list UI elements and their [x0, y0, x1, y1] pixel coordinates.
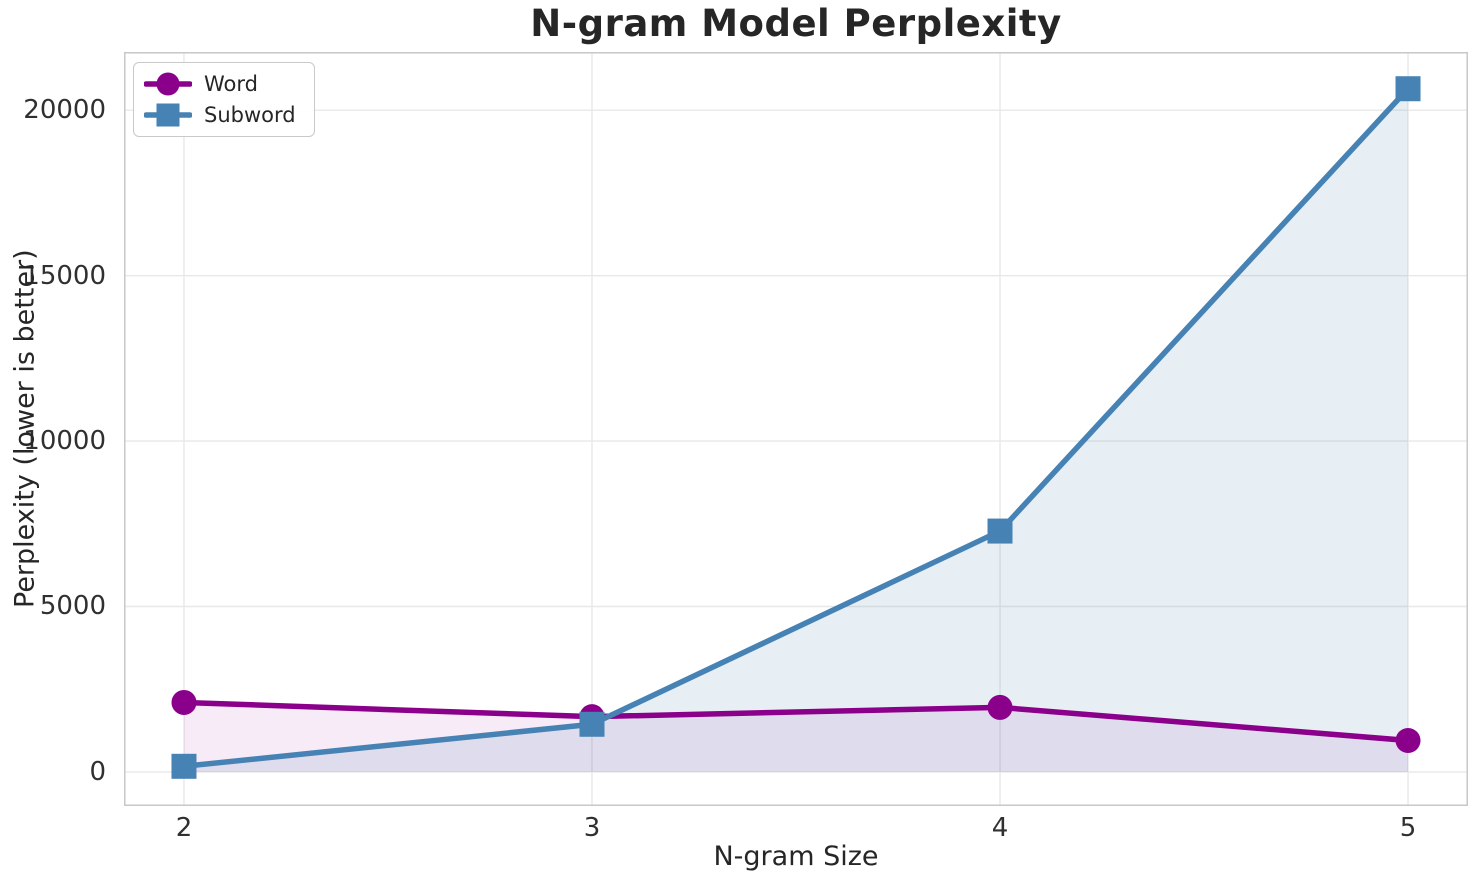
data-point-marker-subword [987, 518, 1013, 544]
legend-square-marker [156, 103, 180, 127]
y-tick-label: 15000 [23, 260, 106, 291]
y-tick-label: 5000 [39, 591, 106, 622]
plot-border [124, 52, 1468, 806]
x-tick-label: 2 [175, 813, 193, 843]
word-series-marker-icon [144, 72, 192, 96]
x-axis-label: N-gram Size [713, 841, 879, 872]
data-point-marker-subword [579, 711, 605, 737]
plot-area: Word Subword [124, 52, 1468, 806]
x-tick-label: 5 [1399, 813, 1417, 843]
series-area-word [183, 702, 1409, 772]
legend-label-subword: Subword [204, 103, 296, 127]
legend-item-word: Word [144, 70, 296, 98]
data-point-marker-word [987, 694, 1013, 720]
data-point-marker-subword [171, 753, 197, 779]
data-point-marker-word [171, 689, 197, 715]
legend-circle-marker [156, 72, 180, 96]
y-tick-label: 0 [89, 756, 106, 787]
legend: Word Subword [133, 62, 315, 137]
chart-title: N-gram Model Perplexity [530, 2, 1062, 45]
chart-canvas [124, 52, 1468, 806]
y-axis-label: Perplexity (lower is better) [9, 249, 41, 609]
series-area-subword [183, 88, 1409, 772]
series-line-subword [181, 85, 1411, 770]
series-line-word [181, 699, 1411, 744]
y-tick-label: 10000 [23, 426, 106, 457]
data-point-marker-subword [1395, 76, 1421, 102]
x-tick-label: 3 [583, 813, 601, 843]
subword-series-marker-icon [144, 103, 192, 127]
y-tick-label: 20000 [23, 95, 106, 126]
legend-label-word: Word [204, 72, 258, 96]
x-tick-label: 4 [991, 813, 1009, 843]
legend-item-subword: Subword [144, 101, 296, 129]
data-point-marker-word [1395, 727, 1421, 753]
